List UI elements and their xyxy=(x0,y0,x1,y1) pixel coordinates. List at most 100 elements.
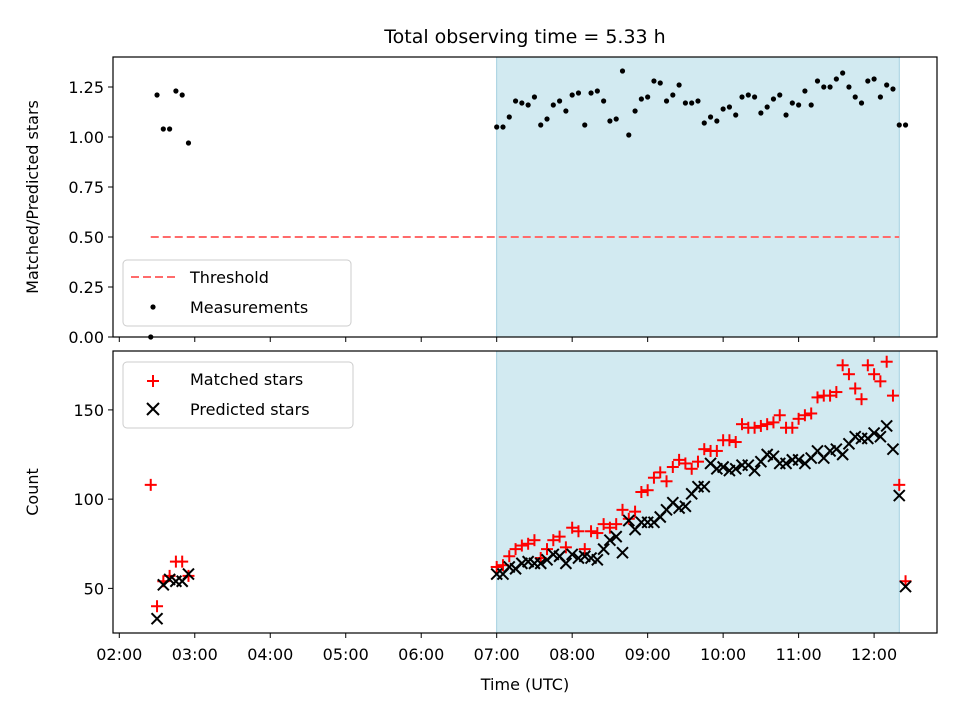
predicted-star-point xyxy=(182,567,195,581)
measurement-point xyxy=(154,92,160,98)
predicted-star-point xyxy=(748,464,761,477)
measurement-point xyxy=(814,78,821,84)
y-tick-label: 0.25 xyxy=(68,278,104,297)
measurement-point xyxy=(185,140,192,146)
measurement-point xyxy=(538,122,544,128)
matched-star-point xyxy=(660,475,673,488)
measurement-point xyxy=(167,126,173,132)
matched-star-point xyxy=(773,409,786,422)
measurement-point xyxy=(890,86,896,92)
measurement-point xyxy=(884,82,890,88)
y-tick-label: 1.00 xyxy=(68,128,104,147)
count-x-ticks: 02:00 03:00 04:00 05:00 06:00 07:00 08:00 09:00… xyxy=(96,633,897,664)
matched-star-point xyxy=(886,389,899,402)
measurement-point xyxy=(682,100,688,106)
ratio-legend: Threshold Measurements xyxy=(122,259,352,327)
measurement-point xyxy=(840,70,846,76)
predicted-star-point xyxy=(880,419,893,433)
matched-star-point xyxy=(685,462,698,475)
measurement-point xyxy=(733,112,739,118)
matched-star-point xyxy=(503,550,516,563)
ratio-legend-box xyxy=(122,259,352,327)
matched-star-point xyxy=(855,393,868,406)
measurement-point xyxy=(739,94,745,100)
matched-star-point xyxy=(786,421,799,434)
matched-star-point xyxy=(798,409,811,422)
predicted-star-point xyxy=(609,530,623,543)
matched-star-point xyxy=(748,421,761,434)
matched-star-point xyxy=(515,539,528,552)
matched-star-point xyxy=(490,560,503,573)
chart-title: Total observing time = 5.33 h xyxy=(383,26,665,48)
predicted-star-point xyxy=(729,462,742,476)
measurement-point xyxy=(601,98,607,104)
matched-star-point xyxy=(767,416,780,429)
matched-star-point xyxy=(893,478,906,491)
measurement-point xyxy=(519,100,525,106)
matched-star-point xyxy=(585,525,598,538)
legend-measurements-swatch xyxy=(150,304,156,310)
measurement-point xyxy=(575,90,582,96)
legend-threshold-label: Threshold xyxy=(189,268,269,287)
ratio-panel: 0.00 0.25 0.50 0.75 1.00 1.25 Matched/Predict… xyxy=(23,56,938,347)
matched-star-point xyxy=(805,407,818,420)
predicted-star-point xyxy=(622,514,635,527)
measurement-point xyxy=(651,78,657,84)
y-tick-label: 0.75 xyxy=(68,178,104,197)
measurement-point xyxy=(594,88,600,94)
predicted-stars-points xyxy=(150,419,912,625)
measurement-point xyxy=(783,112,789,118)
measurement-point xyxy=(638,96,644,102)
matched-star-point xyxy=(673,453,686,466)
x-tick-label: 11:00 xyxy=(776,645,822,664)
legend-matched-swatch xyxy=(147,375,159,387)
matched-star-point xyxy=(610,518,623,531)
x-tick-label: 03:00 xyxy=(172,645,218,664)
predicted-star-point xyxy=(559,557,573,570)
predicted-star-point xyxy=(150,612,164,625)
legend-measurements-label: Measurements xyxy=(190,298,308,317)
x-tick-label: 10:00 xyxy=(700,645,746,664)
measurement-point xyxy=(714,118,720,124)
measurement-point xyxy=(645,94,651,100)
matched-star-point xyxy=(629,505,642,518)
measurement-point xyxy=(173,88,179,94)
count-legend: Matched stars Predicted stars xyxy=(122,361,354,429)
measurement-point xyxy=(833,76,839,82)
matched-star-point xyxy=(824,389,837,402)
matched-star-point xyxy=(679,457,692,470)
y-tick-label: 0.50 xyxy=(68,228,104,247)
matched-star-point xyxy=(635,486,648,498)
x-tick-label: 07:00 xyxy=(474,645,520,664)
y-tick-label: 50 xyxy=(84,579,104,598)
measurement-points xyxy=(148,68,909,340)
matched-star-point xyxy=(710,444,723,457)
measurement-point xyxy=(846,84,852,90)
measurement-point xyxy=(531,94,538,100)
matched-star-point xyxy=(698,443,711,456)
predicted-star-point xyxy=(716,460,730,474)
matched-star-point xyxy=(736,418,749,431)
matched-star-point xyxy=(591,527,604,540)
measurement-point xyxy=(670,92,676,98)
measurement-point xyxy=(179,92,185,98)
measurement-point xyxy=(160,126,166,132)
measurement-point xyxy=(613,116,619,122)
y-tick-label: 1.25 xyxy=(68,78,104,97)
matched-star-point xyxy=(509,543,522,556)
legend-predicted-swatch xyxy=(146,402,160,416)
matched-star-point xyxy=(880,355,893,368)
predicted-star-point xyxy=(899,580,912,593)
matched-star-point xyxy=(868,368,881,381)
measurement-point xyxy=(758,110,764,116)
measurement-point xyxy=(525,102,531,108)
count-y-ticks: 50 100 150 xyxy=(73,401,113,598)
count-plot-frame xyxy=(112,350,938,634)
y-tick-label: 100 xyxy=(73,490,104,509)
predicted-star-point xyxy=(616,546,629,559)
predicted-star-point xyxy=(565,548,579,561)
matched-star-point xyxy=(691,455,704,468)
count-y-axis-label: Count xyxy=(23,468,42,516)
ratio-y-axis-label: Matched/Predicted stars xyxy=(23,100,42,294)
